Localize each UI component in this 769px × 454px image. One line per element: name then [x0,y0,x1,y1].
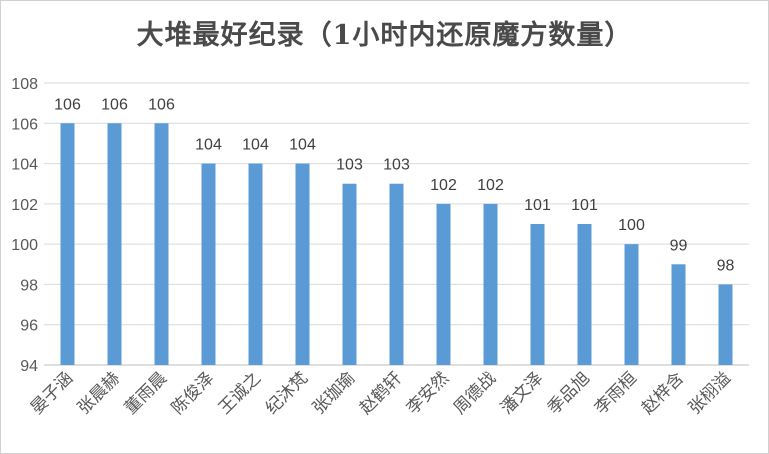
data-label: 102 [430,177,457,194]
y-tick-label: 108 [11,76,38,93]
y-tick-label: 96 [20,318,38,335]
data-label: 104 [289,137,316,154]
data-label: 106 [54,96,81,113]
bar [671,264,686,365]
data-label: 103 [383,157,410,174]
category-label: 张栩溢 [685,368,735,418]
bar [530,224,545,365]
data-label: 98 [717,257,735,274]
bar [248,163,263,365]
data-label: 104 [195,137,222,154]
bar [389,183,404,365]
category-label: 张珈瑜 [309,368,359,418]
category-label: 张晨赫 [74,368,124,418]
bar [295,163,310,365]
data-label: 103 [336,157,363,174]
category-label: 周德战 [450,368,500,418]
category-label: 赵鹤轩 [356,368,406,418]
category-label: 陈俊泽 [168,368,218,418]
y-tick-label: 98 [20,277,38,294]
bar [436,203,451,365]
bar [718,284,733,365]
bar [154,123,169,366]
category-label: 晏子涵 [27,368,77,418]
category-label: 赵梓含 [638,368,688,418]
category-label: 季品旭 [544,368,594,418]
data-label: 104 [242,137,269,154]
category-label: 李雨桓 [591,368,641,418]
bar [342,183,357,365]
data-label: 99 [670,237,688,254]
data-label: 101 [571,197,598,214]
data-label: 102 [477,177,504,194]
y-tick-label: 106 [11,116,38,133]
chart-title: 大堆最好纪录（1小时内还原魔方数量） [136,20,633,51]
y-tick-label: 100 [11,237,38,254]
bar [107,123,122,366]
category-label: 李安然 [403,368,453,418]
category-label: 董雨晨 [121,368,171,418]
bar [624,244,639,365]
category-label: 潘文泽 [497,368,547,418]
bar [60,123,75,366]
y-tick-label: 102 [11,197,38,214]
bar [201,163,216,365]
data-label: 100 [618,217,645,234]
category-label: 王诚之 [215,368,265,418]
data-label: 101 [524,197,551,214]
data-label: 106 [148,96,175,113]
bar [577,224,592,365]
category-label: 纪沐梵 [262,368,312,418]
bar [483,203,498,365]
y-tick-label: 94 [20,358,38,375]
y-tick-label: 104 [11,157,38,174]
data-label: 106 [101,96,128,113]
